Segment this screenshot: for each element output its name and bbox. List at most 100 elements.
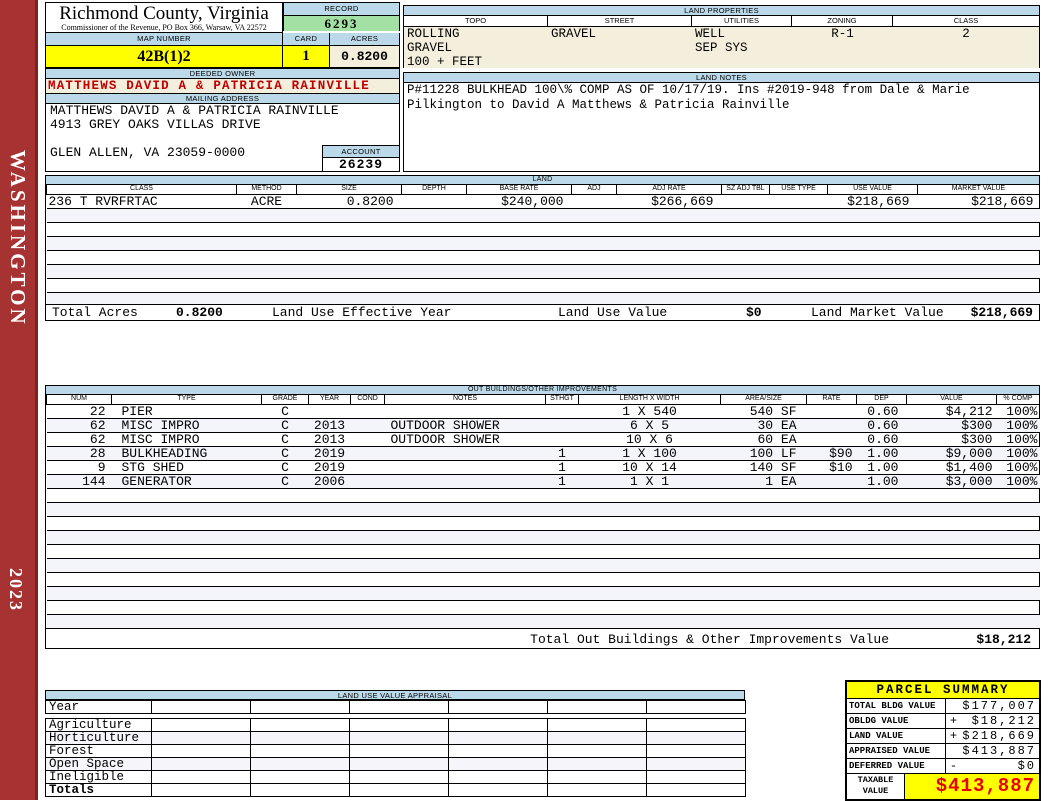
land-notes-title: LAND NOTES [404, 73, 1039, 83]
out-buildings-table: OUT BUILDINGS/OTHER IMPROVEMENTS NUM TYPE… [45, 385, 1040, 629]
parcel-summary: PARCEL SUMMARY TOTAL BLDG VALUE $177,007… [845, 680, 1041, 801]
map-number-label: MAP NUMBER [45, 33, 283, 46]
district-name: WASHINGTON [6, 150, 30, 327]
summary-row: TOTAL BLDG VALUE $177,007 [847, 699, 1039, 714]
acres-value: 0.8200 [330, 46, 400, 68]
land-header-row: CLASS METHOD SIZE DEPTH BASE RATE ADJ ADJ RA… [46, 185, 1040, 195]
empty-row [46, 207, 1040, 222]
appraisal-row: Agriculture [45, 718, 746, 732]
county-header: Richmond County, Virginia Commissioner o… [45, 2, 283, 33]
land-use-value: $0 [746, 305, 762, 320]
empty-row [46, 249, 1040, 264]
land-use-appraisal-title: LAND USE VALUE APPRAISAL [45, 690, 745, 700]
empty-row [46, 585, 1040, 600]
improvement-row: 22 PIER C 1 X 540 540 SF 0.60 $4,212 100% [46, 403, 1040, 418]
deeded-owner-label: DEEDED OWNER [46, 69, 399, 79]
utilities-value: WELL SEP SYS [695, 27, 748, 55]
land-note-line: P#11228 BULKHEAD 100\% COMP AS OF 10/17/… [407, 83, 970, 97]
land-row: 236 T RVRFRTAC ACRE 0.8200 $240,000 $266… [46, 193, 1040, 208]
account-box: ACCOUNT 26239 [322, 145, 400, 172]
commissioner-address: Commissioner of the Revenue, PO Box 366,… [61, 23, 267, 32]
empty-row [46, 529, 1040, 544]
card-value: 1 [283, 46, 330, 68]
mailing-line [46, 132, 399, 146]
zoning-value: R-1 [831, 27, 854, 41]
improvement-row: 62 MISC IMPRO C 2013 OUTDOOR SHOWER 6 X 5 … [46, 417, 1040, 432]
empty-row [46, 487, 1040, 502]
column-header: STREET [548, 16, 692, 27]
topo-value: ROLLING GRAVEL 100 + FEET [407, 27, 483, 69]
land-properties-values: ROLLING GRAVEL 100 + FEET GRAVEL WELL SEP S… [404, 27, 1039, 69]
deeded-owner-value: MATTHEWS DAVID A & PATRICIA RAINVILLE [46, 79, 399, 93]
parcel-id-table: MAP NUMBER CARD ACRES 42B(1)2 1 0.8200 [45, 33, 400, 68]
page-title: Richmond County, Virginia [59, 3, 269, 24]
deeded-owner-box: DEEDED OWNER MATTHEWS DAVID A & PATRICIA… [45, 68, 400, 93]
land-properties-title: LAND PROPERTIES [404, 6, 1039, 16]
mailing-address-box: MAILING ADDRESS MATTHEWS DAVID A & PATRI… [45, 93, 400, 172]
acres-label: ACRES [330, 33, 400, 46]
empty-row [46, 277, 1040, 292]
out-buildings-header-row: NUM TYPE GRADE YEAR COND NOTES STHGT LENGTH … [46, 395, 1040, 405]
column-header: CLASS [893, 16, 1039, 27]
land-properties-headers: TOPO STREET UTILITIES ZONING CLASS [404, 16, 1039, 27]
land-table-title: LAND [46, 176, 1039, 185]
effective-year-label: Land Use Effective Year [272, 305, 452, 320]
mailing-line: GLEN ALLEN, VA 23059-0000 [50, 145, 246, 160]
empty-row [46, 263, 1040, 278]
appraisal-row: Ineligible [45, 770, 746, 784]
class-value: 2 [962, 27, 970, 41]
column-header: TOPO [404, 16, 548, 27]
appraisal-totals-row: Totals [45, 783, 746, 797]
total-acres-value: 0.8200 [176, 305, 223, 320]
empty-row [46, 571, 1040, 586]
district-spine: WASHINGTON 2023 [0, 0, 38, 800]
street-value: GRAVEL [551, 27, 597, 41]
empty-row [46, 515, 1040, 530]
summary-row: APPRAISED VALUE $413,887 [847, 744, 1039, 759]
empty-row [46, 557, 1040, 572]
empty-row [46, 235, 1040, 250]
out-buildings-total-label: Total Out Buildings & Other Improvements… [530, 632, 889, 647]
mailing-address-label: MAILING ADDRESS [46, 94, 399, 104]
column-header: UTILITIES [692, 16, 792, 27]
appraisal-year-row: Year [45, 700, 746, 714]
appraisal-row: Forest [45, 744, 746, 758]
map-number-value: 42B(1)2 [45, 46, 283, 68]
card-label: CARD [283, 33, 330, 46]
total-acres-label: Total Acres [52, 305, 138, 320]
record-label: RECORD [284, 3, 399, 16]
land-use-appraisal-table: LAND USE VALUE APPRAISAL Year Agricultur… [45, 690, 746, 797]
tax-year: 2023 [6, 568, 26, 612]
parcel-summary-title: PARCEL SUMMARY [847, 682, 1039, 699]
land-note-line: Pilkington to David A Matthews & Patrici… [407, 98, 790, 112]
record-box: RECORD 6293 [283, 2, 400, 31]
summary-row: DEFERRED VALUE - $0 [847, 759, 1039, 774]
summary-row: LAND VALUE + $218,669 [847, 729, 1039, 744]
account-value: 26239 [338, 157, 383, 172]
empty-row [46, 291, 1040, 306]
land-table: LAND CLASS METHOD SIZE DEPTH BASE RATE ADJ A… [45, 175, 1040, 307]
land-totals-row: Total Acres 0.8200 Land Use Effective Ye… [45, 304, 1040, 321]
improvement-row: 62 MISC IMPRO C 2013 OUTDOOR SHOWER 10 X 6… [46, 431, 1040, 446]
column-header: ZONING [792, 16, 893, 27]
taxable-value-label: TAXABLE VALUE [847, 774, 905, 799]
appraisal-row: Open Space [45, 757, 746, 771]
out-buildings-total-row: Total Out Buildings & Other Improvements… [45, 628, 1040, 649]
empty-row [46, 599, 1040, 614]
out-buildings-total-value: $18,212 [976, 632, 1031, 647]
empty-row [46, 501, 1040, 516]
empty-row [46, 543, 1040, 558]
account-label: ACCOUNT [323, 146, 399, 158]
empty-row [46, 221, 1040, 236]
land-properties-box: LAND PROPERTIES TOPO STREET UTILITIES ZO… [403, 5, 1040, 69]
taxable-value-row: TAXABLE VALUE $413,887 [847, 774, 1039, 799]
out-buildings-title: OUT BUILDINGS/OTHER IMPROVEMENTS [46, 386, 1039, 395]
land-notes-box: LAND NOTES P#11228 BULKHEAD 100\% COMP A… [403, 72, 1040, 172]
appraisal-row: Horticulture [45, 731, 746, 745]
record-value: 6293 [284, 16, 399, 31]
mailing-line: 4913 GREY OAKS VILLAS DRIVE [50, 117, 261, 132]
empty-row [46, 613, 1040, 628]
